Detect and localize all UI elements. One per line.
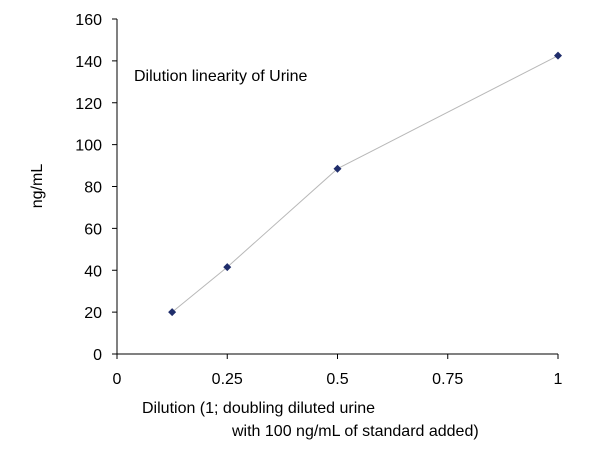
series-line bbox=[171, 55, 559, 313]
y-axis-title: ng/mL bbox=[29, 164, 46, 209]
chart-annotation: Dilution linearity of Urine bbox=[134, 68, 308, 85]
y-tick-label: 0 bbox=[93, 347, 102, 364]
data-point bbox=[554, 51, 562, 60]
data-series bbox=[168, 51, 562, 317]
x-axis-title-line2: with 100 ng/mL of standard added) bbox=[231, 423, 479, 440]
y-tick-label: 60 bbox=[84, 221, 102, 238]
data-point bbox=[333, 164, 342, 173]
y-tick-label: 160 bbox=[75, 12, 102, 29]
data-point bbox=[223, 263, 232, 272]
y-tick-label: 20 bbox=[84, 305, 102, 322]
x-tick-label: 0.75 bbox=[432, 371, 463, 388]
data-point bbox=[168, 308, 177, 317]
y-axis-ticks: 0 20 40 60 80 100 120 140 160 bbox=[75, 12, 117, 364]
y-tick-label: 140 bbox=[75, 54, 102, 71]
y-tick-label: 40 bbox=[84, 263, 102, 280]
x-tick-label: 0.5 bbox=[326, 371, 348, 388]
x-axis-ticks: 0 0.25 0.5 0.75 1 bbox=[113, 354, 563, 388]
x-tick-label: 0.25 bbox=[212, 371, 243, 388]
y-tick-label: 100 bbox=[75, 138, 102, 155]
x-tick-label: 1 bbox=[554, 371, 563, 388]
x-tick-label: 0 bbox=[113, 371, 122, 388]
x-axis-title-line1: Dilution (1; doubling diluted urine bbox=[142, 400, 375, 417]
y-tick-label: 80 bbox=[84, 180, 102, 197]
y-tick-label: 120 bbox=[75, 96, 102, 113]
